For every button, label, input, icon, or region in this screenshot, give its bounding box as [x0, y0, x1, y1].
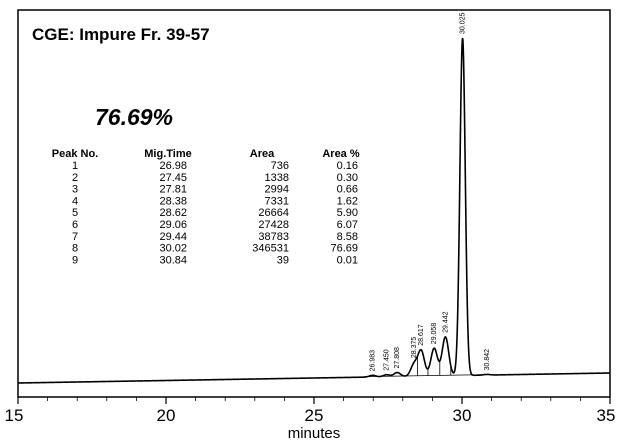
peak-label: 29.442 [442, 311, 449, 333]
peak-label: 30.025 [460, 12, 467, 34]
table-cell: 1.62 [337, 195, 358, 207]
table-cell: 7331 [265, 195, 289, 207]
x-tick-label: 25 [305, 406, 324, 425]
peak-label: 27.450 [384, 349, 391, 371]
electropherogram-trace [18, 37, 610, 384]
plot-frame [17, 9, 611, 398]
table-cell: 38783 [258, 231, 289, 243]
x-tick-label: 20 [157, 406, 176, 425]
integration-baseline [364, 374, 494, 378]
table-cell: 5 [72, 207, 78, 219]
table-cell: 28.38 [159, 195, 187, 207]
table-cell: 8.58 [337, 231, 358, 243]
table-cell: 4 [72, 195, 78, 207]
table-cell: 736 [271, 160, 289, 172]
table-cell: 3 [72, 184, 78, 196]
peak-label: 27.808 [394, 347, 401, 369]
table-cell: 30.02 [159, 243, 187, 255]
table-cell: 0.66 [337, 184, 358, 196]
table-cell: 0.01 [337, 254, 358, 266]
peak-label: 28.375 [411, 337, 418, 359]
table-cell: 346531 [252, 243, 289, 255]
table-cell: 0.30 [337, 172, 358, 184]
table-cell: 39 [277, 254, 289, 266]
table-cell: 8 [72, 243, 78, 255]
table-cell: 5.90 [337, 207, 358, 219]
peak-table: Peak No. Mig.Time Area Area %1 26.98 736 0.162… [52, 148, 360, 266]
table-cell: 1 [72, 160, 78, 172]
table-header: Peak No. [52, 148, 98, 160]
table-cell: 26.98 [159, 160, 187, 172]
x-tick-label: 15 [5, 406, 24, 425]
table-cell: 6 [72, 219, 78, 231]
table-cell: 1338 [265, 172, 289, 184]
table-cell: 29.44 [159, 231, 187, 243]
table-cell: 27428 [258, 219, 289, 231]
x-axis: 15 20 25 30 35 [5, 397, 616, 425]
x-tick-label: 35 [597, 406, 616, 425]
table-header: Area [250, 148, 275, 160]
chart-title: CGE: Impure Fr. 39-57 [32, 25, 210, 44]
table-cell: 2994 [265, 184, 289, 196]
peak-label: 30.842 [484, 349, 491, 371]
table-cell: 27.81 [159, 184, 187, 196]
table-cell: 26664 [258, 207, 289, 219]
trace-layer [18, 37, 610, 384]
table-cell: 30.84 [159, 254, 187, 266]
table-cell: 6.07 [337, 219, 358, 231]
table-cell: 76.69 [330, 243, 358, 255]
table-header: Mig.Time [144, 148, 191, 160]
x-tick-label: 30 [453, 406, 472, 425]
table-cell: 7 [72, 231, 78, 243]
table-cell: 29.06 [159, 219, 187, 231]
table-cell: 0.16 [337, 160, 358, 172]
main-peak-percentage: 76.69% [95, 104, 173, 130]
table-header: Area % [322, 148, 360, 160]
x-axis-label: minutes [288, 425, 341, 441]
table-cell: 27.45 [159, 172, 187, 184]
table-cell: 9 [72, 254, 78, 266]
peak-label: 28.617 [418, 324, 425, 346]
peak-label: 26.983 [370, 350, 377, 372]
peak-label: 29.058 [431, 323, 438, 345]
table-cell: 28.62 [159, 207, 187, 219]
table-cell: 2 [72, 172, 78, 184]
